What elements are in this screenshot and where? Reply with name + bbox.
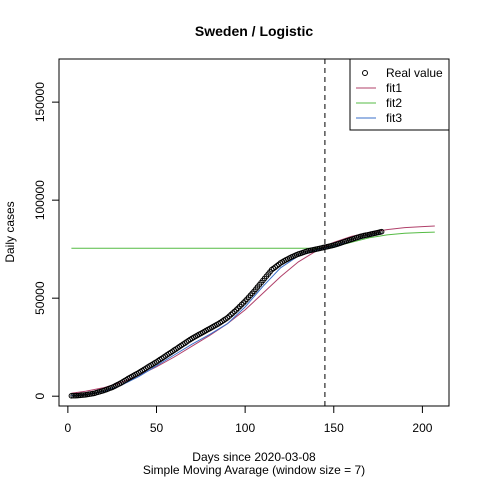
- legend-label: fit3: [386, 111, 402, 125]
- x-tick-label: 200: [412, 421, 432, 435]
- data-point: [233, 307, 240, 313]
- y-tick-label: 50000: [33, 281, 47, 315]
- series-points-real: [68, 228, 385, 399]
- x-tick-label: 100: [235, 421, 255, 435]
- legend-label: Real value: [386, 66, 443, 80]
- data-point: [73, 392, 80, 399]
- x-axis-label: Days since 2020-03-08: [192, 450, 316, 464]
- x-tick-label: 150: [324, 421, 344, 435]
- legend-label: fit2: [386, 96, 402, 110]
- x-tick-label: 0: [65, 421, 72, 435]
- y-tick-label: 0: [33, 393, 47, 400]
- y-axis: 0 50000 100000 150000: [33, 82, 60, 400]
- data-point: [79, 392, 85, 398]
- series-layer: [68, 225, 435, 399]
- y-tick-label: 150000: [33, 82, 47, 122]
- data-point: [70, 392, 76, 399]
- chart-title: Sweden / Logistic: [195, 23, 313, 39]
- x-tick-label: 50: [150, 421, 164, 435]
- plot-area: [58, 58, 450, 407]
- legend-marker: [362, 70, 368, 76]
- chart-subtitle: Simple Moving Avarage (window size = 7): [143, 463, 365, 477]
- legend-label: fit1: [386, 81, 402, 95]
- data-point: [68, 393, 75, 399]
- y-tick-label: 100000: [33, 180, 47, 220]
- data-point: [378, 228, 385, 235]
- y-axis-label: Daily cases: [3, 201, 17, 262]
- x-axis: 0 50 100 150 200: [65, 405, 433, 435]
